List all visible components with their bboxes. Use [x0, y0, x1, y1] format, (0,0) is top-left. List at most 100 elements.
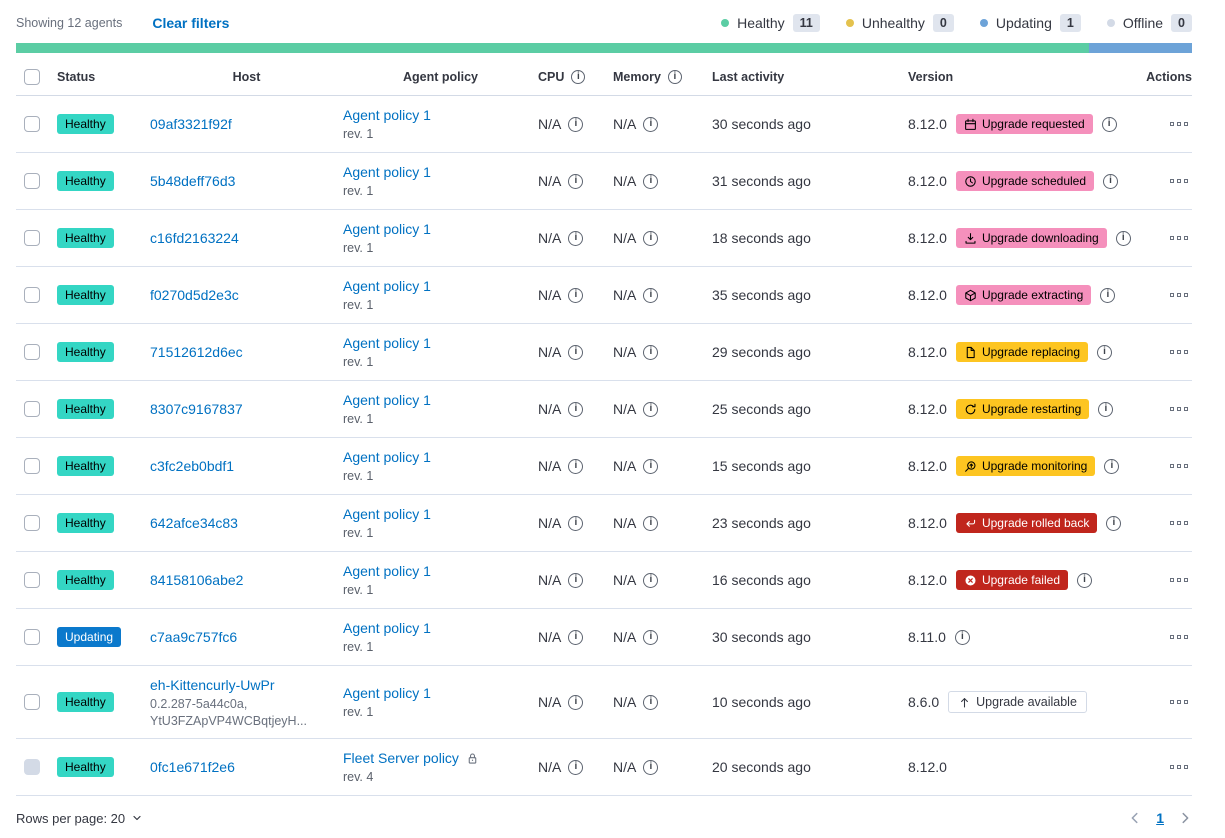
row-checkbox[interactable]	[24, 458, 40, 474]
host-link[interactable]: 642afce34c83	[150, 514, 238, 531]
info-icon[interactable]: i	[643, 515, 659, 531]
info-icon[interactable]: i	[643, 572, 659, 588]
info-icon[interactable]: i	[568, 515, 584, 531]
info-icon[interactable]: i	[1101, 116, 1117, 132]
info-icon[interactable]: i	[1097, 344, 1112, 360]
info-icon[interactable]: i	[568, 572, 584, 588]
policy-revision: rev. 1	[343, 704, 374, 719]
row-actions-button[interactable]	[1166, 346, 1192, 358]
row-actions-button[interactable]	[1166, 232, 1192, 244]
column-header-version: Version	[908, 70, 954, 84]
agent-policy-link[interactable]: Agent policy 1	[343, 619, 431, 636]
info-icon[interactable]: i	[568, 344, 584, 360]
chevron-right-icon[interactable]	[1178, 811, 1192, 825]
rows-per-page-button[interactable]: Rows per page: 20	[16, 811, 143, 826]
host-link[interactable]: c3fc2eb0bdf1	[150, 457, 235, 474]
host-link[interactable]: 71512612d6ec	[150, 343, 243, 360]
agent-policy-link[interactable]: Agent policy 1	[343, 505, 431, 522]
version-value: 8.12.0	[908, 230, 947, 246]
info-icon[interactable]: i	[643, 116, 659, 132]
legend-label: Unhealthy	[861, 15, 925, 31]
info-icon[interactable]: i	[1106, 515, 1122, 531]
agent-policy-link[interactable]: Agent policy 1	[343, 562, 431, 579]
info-icon[interactable]: i	[643, 230, 659, 246]
info-icon[interactable]: i	[667, 70, 682, 84]
agent-policy-link[interactable]: Agent policy 1	[343, 448, 431, 465]
column-header-cpu: CPU i	[538, 70, 613, 84]
row-checkbox[interactable]	[24, 230, 40, 246]
memory-value: N/A	[613, 694, 637, 710]
info-icon[interactable]: i	[568, 230, 584, 246]
chevron-left-icon[interactable]	[1128, 811, 1142, 825]
row-checkbox[interactable]	[24, 401, 40, 417]
upgrade-status-label: Upgrade failed	[981, 573, 1060, 587]
info-icon[interactable]: i	[1115, 230, 1131, 246]
info-icon[interactable]: i	[568, 694, 584, 710]
agent-policy-link[interactable]: Agent policy 1	[343, 220, 431, 237]
upgrade-status-badge: Upgrade downloading	[955, 228, 1107, 248]
agent-status-badge: Healthy	[57, 171, 114, 191]
page-number[interactable]: 1	[1156, 810, 1164, 826]
row-actions-button[interactable]	[1166, 460, 1192, 472]
info-icon[interactable]: i	[643, 629, 659, 645]
host-link[interactable]: f0270d5d2e3c	[150, 286, 239, 303]
host-link[interactable]: eh-Kittencurly-UwPr	[150, 676, 275, 693]
agent-policy-link[interactable]: Agent policy 1	[343, 106, 431, 123]
health-bar-segment	[1088, 43, 1192, 53]
info-icon[interactable]: i	[643, 287, 659, 303]
host-link[interactable]: 0fc1e671f2e6	[150, 758, 235, 775]
row-checkbox[interactable]	[24, 116, 40, 132]
row-actions-button[interactable]	[1166, 631, 1192, 643]
info-icon[interactable]: i	[1077, 572, 1092, 588]
host-link[interactable]: 8307c9167837	[150, 400, 243, 417]
info-icon[interactable]: i	[568, 629, 584, 645]
info-icon[interactable]: i	[1098, 401, 1114, 417]
host-link[interactable]: 09af3321f92f	[150, 115, 232, 132]
row-checkbox[interactable]	[24, 287, 40, 303]
row-actions-button[interactable]	[1166, 289, 1192, 301]
row-checkbox[interactable]	[24, 344, 40, 360]
info-icon[interactable]: i	[568, 401, 584, 417]
row-actions-button[interactable]	[1166, 517, 1192, 529]
info-icon[interactable]: i	[1100, 287, 1116, 303]
info-icon[interactable]: i	[643, 344, 659, 360]
clear-filters-link[interactable]: Clear filters	[152, 15, 230, 31]
row-checkbox[interactable]	[24, 572, 40, 588]
info-icon[interactable]: i	[568, 116, 584, 132]
row-actions-button[interactable]	[1166, 403, 1192, 415]
info-icon[interactable]: i	[568, 759, 584, 775]
row-checkbox[interactable]	[24, 173, 40, 189]
info-icon[interactable]: i	[643, 173, 659, 189]
row-actions-button[interactable]	[1166, 118, 1192, 130]
info-icon[interactable]: i	[571, 70, 586, 84]
host-link[interactable]: c7aa9c757fc6	[150, 628, 238, 645]
info-icon[interactable]: i	[643, 458, 659, 474]
row-checkbox[interactable]	[24, 629, 40, 645]
select-all-checkbox[interactable]	[24, 69, 40, 85]
info-icon[interactable]: i	[1103, 173, 1119, 189]
row-actions-button[interactable]	[1166, 696, 1192, 708]
info-icon[interactable]: i	[568, 173, 584, 189]
info-icon[interactable]: i	[643, 759, 659, 775]
row-checkbox[interactable]	[24, 694, 40, 710]
row-actions-button[interactable]	[1166, 761, 1192, 773]
agent-policy-link[interactable]: Agent policy 1	[343, 334, 431, 351]
agent-policy-link[interactable]: Agent policy 1	[343, 391, 431, 408]
info-icon[interactable]: i	[568, 458, 584, 474]
row-checkbox[interactable]	[24, 515, 40, 531]
info-icon[interactable]: i	[643, 694, 659, 710]
host-link[interactable]: 84158106abe2	[150, 571, 244, 588]
agent-policy-link[interactable]: Agent policy 1	[343, 163, 431, 180]
row-actions-button[interactable]	[1166, 175, 1192, 187]
info-icon[interactable]: i	[643, 401, 659, 417]
info-icon[interactable]: i	[568, 287, 584, 303]
agent-policy-link[interactable]: Fleet Server policy	[343, 749, 459, 766]
row-actions-button[interactable]	[1166, 574, 1192, 586]
info-icon[interactable]: i	[954, 629, 970, 645]
agent-policy-link[interactable]: Agent policy 1	[343, 277, 431, 294]
info-icon[interactable]: i	[1104, 458, 1120, 474]
version-value: 8.12.0	[908, 401, 947, 417]
agent-policy-link[interactable]: Agent policy 1	[343, 684, 431, 701]
host-link[interactable]: c16fd2163224	[150, 229, 239, 246]
host-link[interactable]: 5b48deff76d3	[150, 172, 236, 189]
